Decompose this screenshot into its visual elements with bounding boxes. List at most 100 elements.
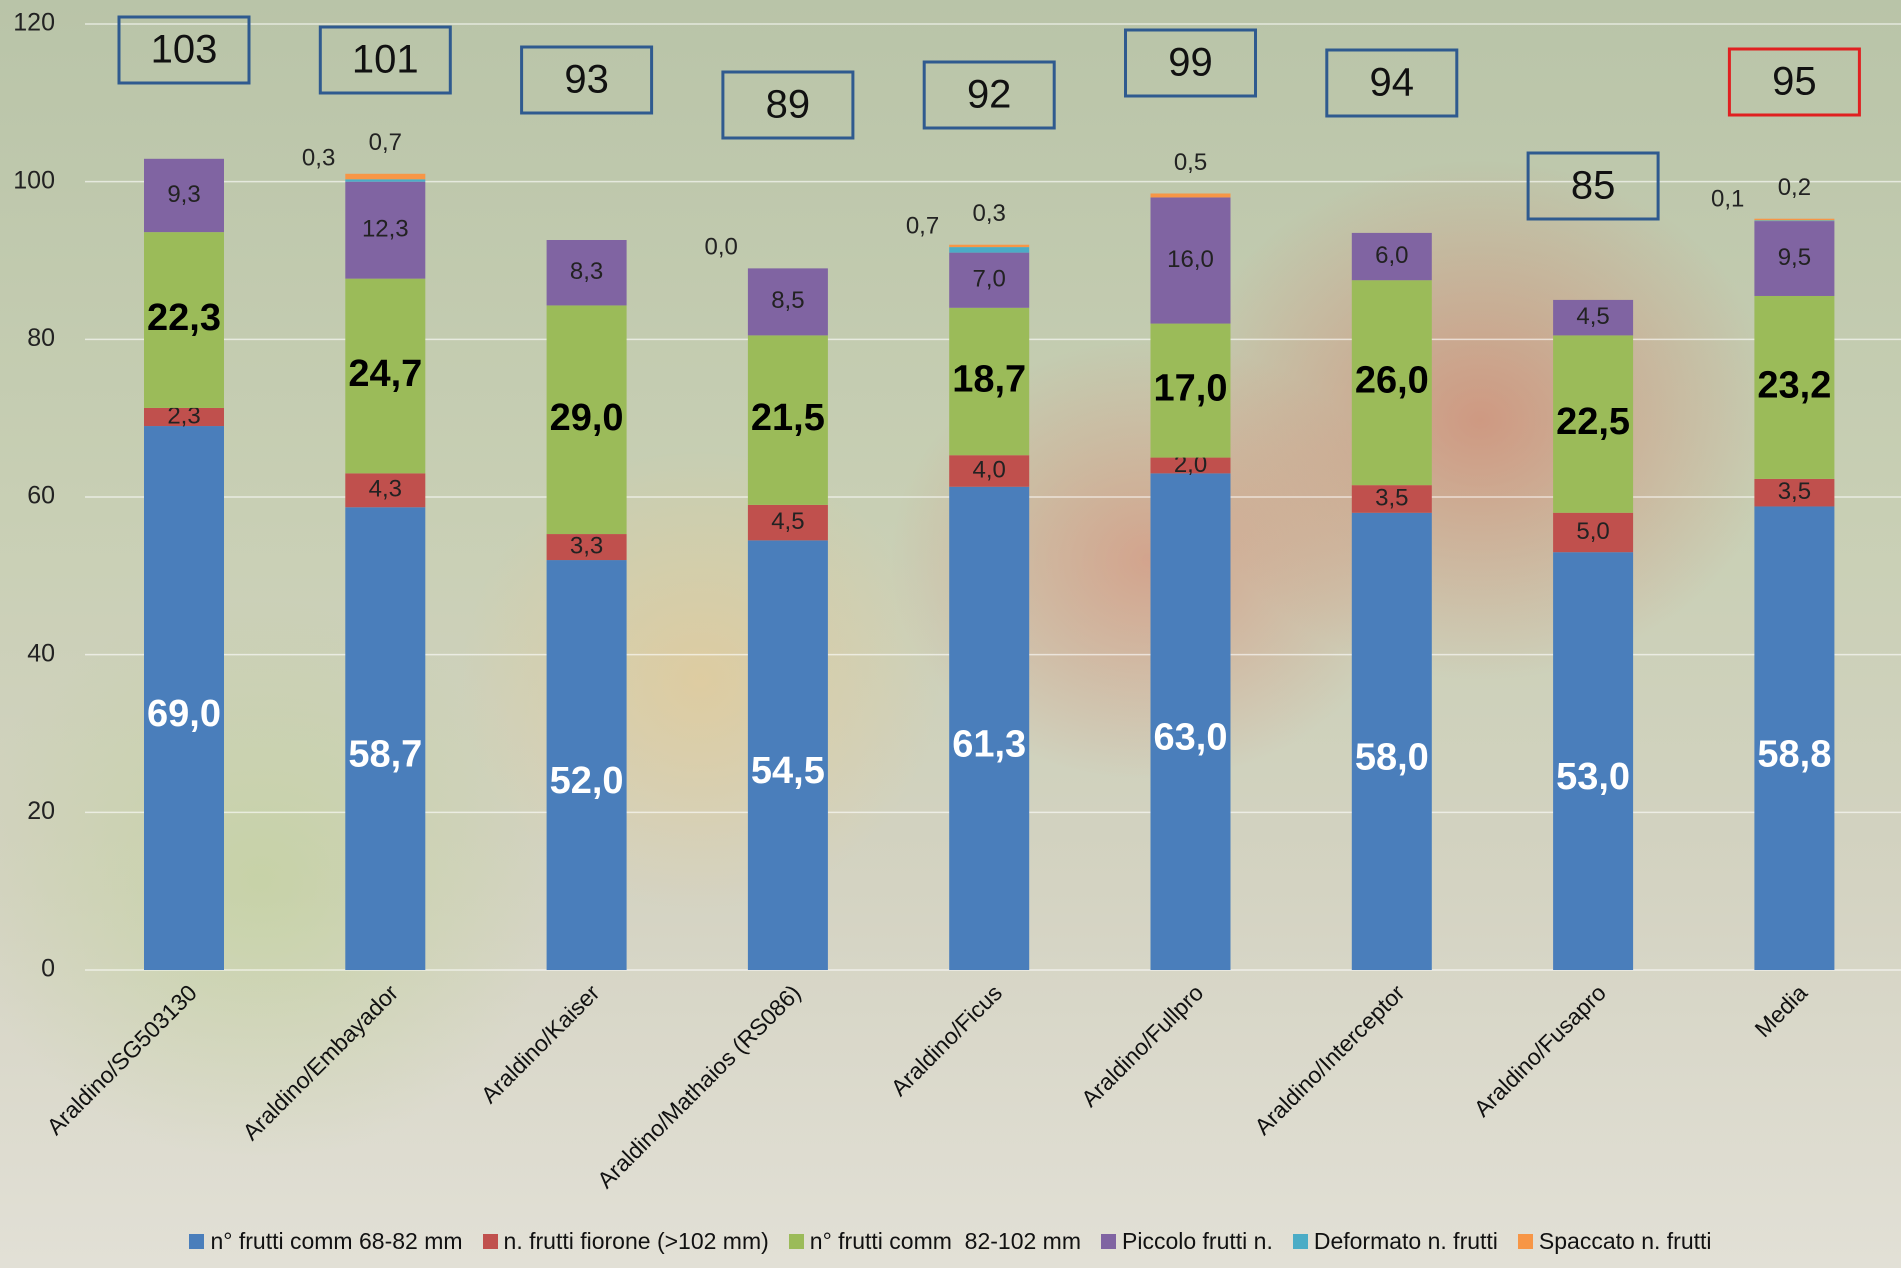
x-tick-label: Araldino/Fullpro — [1076, 979, 1208, 1111]
bar-segment — [1754, 221, 1835, 296]
data-label: 8,3 — [570, 258, 603, 285]
bar-segment — [747, 504, 828, 541]
x-tick-label: Araldino/Fusapro — [1469, 979, 1611, 1121]
bar-segment — [144, 232, 224, 408]
bar-segment — [144, 407, 224, 427]
total-label: 93 — [564, 58, 609, 102]
y-tick-label: 120 — [13, 9, 55, 37]
total-box — [1526, 151, 1660, 221]
legend-label: Deformato n. frutti — [1313, 1228, 1498, 1254]
total-label: 103 — [151, 28, 218, 72]
y-tick-label: 40 — [27, 639, 55, 667]
data-label: 7,0 — [973, 266, 1006, 293]
data-label: 29,0 — [550, 397, 624, 439]
total-label: 89 — [766, 83, 811, 127]
bar-segment — [546, 305, 627, 535]
x-tick-label: Araldino/Interceptor — [1249, 979, 1410, 1140]
bar-segment — [345, 181, 426, 279]
legend-item: Deformato n. frutti — [1292, 1228, 1498, 1255]
bar-segment — [546, 560, 627, 970]
total-box — [1124, 28, 1257, 98]
data-label: 22,5 — [1556, 401, 1630, 443]
total-box — [922, 60, 1056, 130]
data-label: 4,5 — [1576, 303, 1609, 330]
bar-segment — [1754, 218, 1835, 221]
data-label: 58,0 — [1355, 736, 1429, 778]
bar-segment — [345, 473, 426, 508]
total-label: 85 — [1571, 164, 1616, 208]
total-box — [721, 70, 855, 140]
data-label: 9,5 — [1778, 244, 1811, 271]
bar-segment — [1553, 335, 1634, 513]
data-label: 4,0 — [973, 456, 1006, 483]
data-label: 21,5 — [751, 397, 825, 439]
bar-segment — [1553, 512, 1634, 553]
legend-item: Spaccato n. frutti — [1517, 1228, 1712, 1255]
data-label: 16,0 — [1167, 246, 1214, 273]
legend-swatch — [1101, 1234, 1116, 1249]
bar-segment — [546, 534, 627, 561]
total-box — [318, 25, 452, 95]
legend-label: Spaccato n. frutti — [1538, 1228, 1712, 1254]
data-label: 0,5 — [1174, 149, 1207, 176]
y-tick-label: 80 — [27, 324, 55, 352]
legend-item: n° frutti comm 68-82 mm — [189, 1228, 463, 1255]
legend: n° frutti comm 68-82 mm n. frutti fiorone… — [0, 1228, 1901, 1255]
data-label: 53,0 — [1556, 756, 1630, 798]
bar-segment — [949, 307, 1030, 456]
bar-segment — [1351, 232, 1432, 281]
legend-label: n° frutti comm 68-82 mm — [210, 1228, 463, 1254]
y-tick-label: 60 — [27, 482, 55, 510]
data-label: 0,7 — [369, 129, 402, 156]
data-label: 0,2 — [1778, 174, 1811, 201]
data-label: 54,5 — [751, 750, 825, 792]
legend-label: Piccolo frutti n. — [1122, 1228, 1273, 1254]
bar-segment — [345, 173, 426, 180]
bar-segment — [345, 278, 426, 474]
total-box — [1325, 48, 1459, 118]
total-box — [117, 15, 251, 85]
data-label: 52,0 — [550, 760, 624, 802]
data-label: 0,3 — [302, 145, 335, 172]
bar-segment — [1754, 295, 1835, 479]
bar-segment — [1754, 506, 1835, 970]
data-label: 4,3 — [369, 476, 402, 503]
total-label: 94 — [1370, 61, 1415, 105]
x-tick-label: Araldino/SG503130 — [41, 979, 201, 1139]
x-tick-label: Araldino/Mathaios (RS086) — [592, 979, 806, 1193]
bar-segment — [345, 179, 426, 182]
legend-swatch — [1292, 1234, 1308, 1249]
bar-segment — [1754, 478, 1835, 507]
bar-segment — [949, 244, 1030, 248]
bar-segment — [1150, 197, 1231, 324]
bar-segment — [1553, 552, 1634, 970]
bar-segment — [1150, 323, 1231, 458]
bar-segment — [1150, 193, 1231, 198]
legend-label: n. frutti fiorone (>102 mm) — [503, 1228, 769, 1254]
data-label: 4,5 — [771, 508, 804, 535]
data-label: 17,0 — [1154, 368, 1228, 410]
x-tick-label: Araldino/Kaiser — [476, 979, 605, 1108]
data-label: 24,7 — [348, 353, 422, 395]
bar-segment — [747, 540, 828, 970]
y-tick-label: 100 — [13, 166, 55, 194]
x-tick-label: Araldino/Embayador — [237, 979, 403, 1145]
bar-segment — [1754, 220, 1835, 222]
data-label: 61,3 — [952, 723, 1026, 765]
data-label: 0,1 — [1711, 186, 1744, 213]
data-label: 0,7 — [906, 212, 939, 239]
data-label: 69,0 — [147, 693, 221, 735]
bar-segment — [747, 268, 828, 336]
x-tick-label: Araldino/Ficus — [886, 979, 1007, 1100]
legend-item: n. frutti fiorone (>102 mm) — [482, 1228, 769, 1255]
bar-segment — [949, 455, 1030, 487]
data-label: 9,3 — [167, 181, 200, 208]
total-label: 95 — [1772, 60, 1817, 104]
data-label: 5,0 — [1576, 518, 1609, 545]
bar-segment — [1351, 512, 1432, 970]
data-label: 3,3 — [570, 532, 603, 559]
data-label: 58,8 — [1757, 733, 1831, 775]
data-label: 22,3 — [147, 297, 221, 339]
